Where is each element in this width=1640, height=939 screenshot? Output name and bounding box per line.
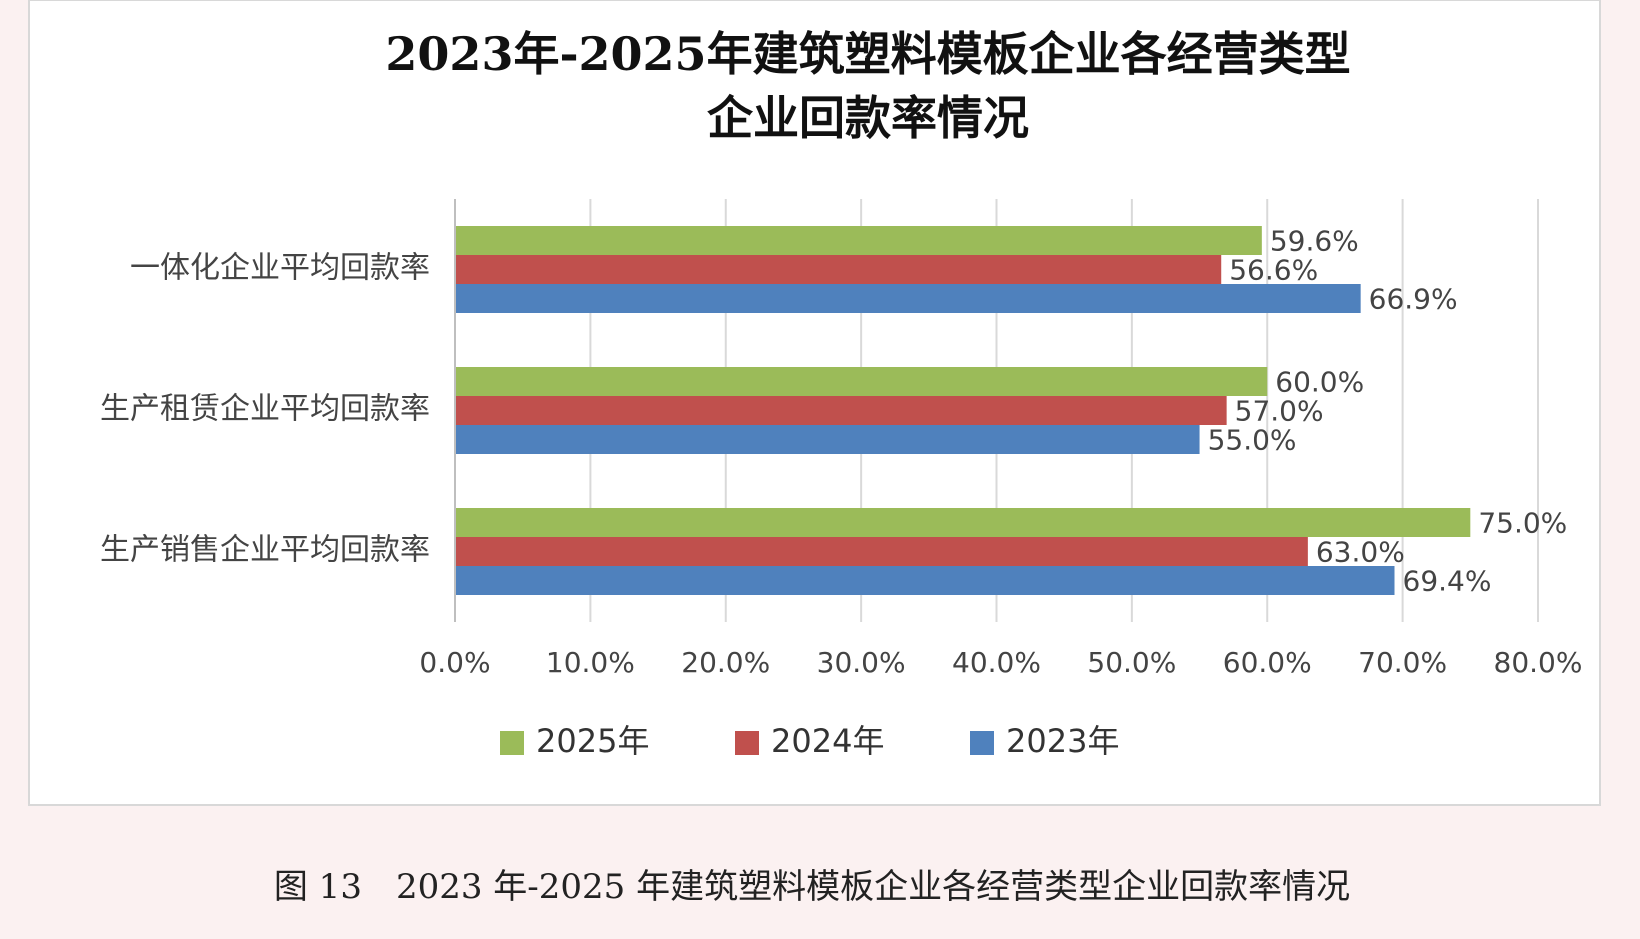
- x-tick-label: 50.0%: [1087, 646, 1176, 679]
- x-tick-label: 80.0%: [1494, 646, 1583, 679]
- bar: [455, 537, 1308, 566]
- data-label: 55.0%: [1208, 424, 1297, 457]
- chart-title: 2023年-2025年建筑塑料模板企业各经营类型: [385, 27, 1350, 81]
- x-tick-label: 40.0%: [952, 646, 1041, 679]
- legend-swatch: [500, 731, 524, 755]
- x-tick-label: 20.0%: [681, 646, 770, 679]
- y-tick-label: 生产销售企业平均回款率: [100, 533, 430, 568]
- bar: [455, 396, 1227, 425]
- y-tick-label: 生产租赁企业平均回款率: [100, 392, 430, 427]
- caption: 图 13 2023 年-2025 年建筑塑料模板企业各经营类型企业回款率情况: [274, 867, 1350, 907]
- data-label: 59.6%: [1270, 225, 1359, 258]
- bar: [455, 508, 1471, 537]
- x-tick-label: 30.0%: [817, 646, 906, 679]
- chart-title: 企业回款率情况: [707, 91, 1029, 145]
- bar: [455, 367, 1268, 396]
- y-tick-label: 一体化企业平均回款率: [130, 251, 430, 286]
- data-label: 75.0%: [1478, 507, 1567, 540]
- data-label: 56.6%: [1229, 254, 1318, 287]
- data-label: 57.0%: [1235, 395, 1324, 428]
- data-label: 60.0%: [1275, 366, 1364, 399]
- bar: [455, 566, 1395, 595]
- x-tick-label: 70.0%: [1358, 646, 1447, 679]
- data-label: 63.0%: [1316, 536, 1405, 569]
- bar: [455, 284, 1361, 313]
- legend-label: 2023年: [1006, 722, 1119, 760]
- x-tick-label: 0.0%: [419, 646, 490, 679]
- legend-swatch: [970, 731, 994, 755]
- legend-label: 2024年: [771, 722, 884, 760]
- x-tick-label: 60.0%: [1223, 646, 1312, 679]
- legend-swatch: [735, 731, 759, 755]
- data-label: 69.4%: [1403, 565, 1492, 598]
- x-tick-label: 10.0%: [546, 646, 635, 679]
- bar: [455, 425, 1200, 454]
- legend-label: 2025年: [536, 722, 649, 760]
- bar: [455, 255, 1222, 284]
- bar: [455, 226, 1262, 255]
- data-label: 66.9%: [1369, 283, 1458, 316]
